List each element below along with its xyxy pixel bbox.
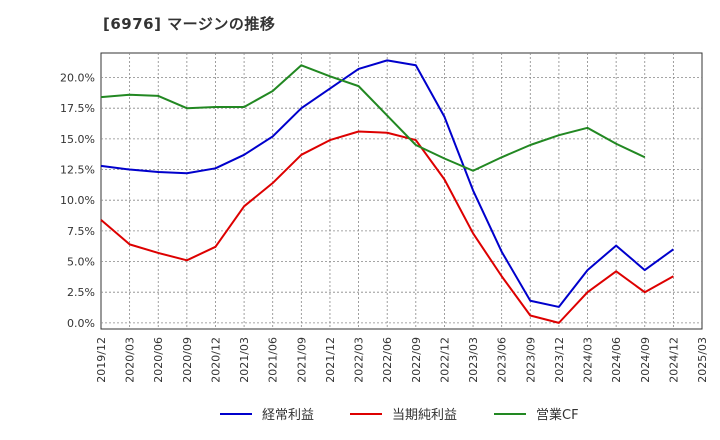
y-tick-label: 17.5%: [60, 102, 95, 115]
x-tick-label: 2023/12: [553, 337, 566, 383]
y-tick-label: 7.5%: [67, 225, 95, 238]
x-tick-label: 2020/03: [124, 337, 137, 383]
x-tick-label: 2023/06: [496, 337, 509, 383]
x-tick-label: 2022/09: [410, 337, 423, 383]
y-tick-label: 12.5%: [60, 164, 95, 177]
legend-label: 当期純利益: [392, 408, 457, 423]
x-tick-label: 2020/12: [209, 337, 222, 383]
grid-lines: [101, 53, 702, 329]
x-tick-label: 2023/09: [524, 337, 537, 383]
x-axis-ticks: 2019/12 2020/03 2020/06 2020/09 2020/12 2021/…: [95, 337, 709, 383]
series-line-1: [100, 59, 674, 308]
x-tick-label: 2021/03: [238, 337, 251, 383]
y-tick-label: 5.0%: [67, 256, 95, 269]
x-tick-label: 2019/12: [95, 337, 108, 383]
x-tick-label: 2021/12: [324, 337, 337, 383]
series-line-2: [100, 130, 674, 324]
y-tick-label: 15.0%: [60, 133, 95, 146]
x-tick-label: 2024/06: [610, 337, 623, 383]
x-tick-label: 2020/09: [181, 337, 194, 383]
y-tick-label: 2.5%: [67, 286, 95, 299]
x-tick-label: 2021/06: [267, 337, 280, 383]
x-tick-label: 2022/12: [438, 337, 451, 383]
x-tick-label: 2024/03: [582, 337, 595, 383]
y-tick-label: 20.0%: [60, 72, 95, 85]
plot-area: [100, 52, 703, 330]
x-tick-label: 2025/03: [696, 337, 709, 383]
legend-label: 経常利益: [262, 408, 314, 423]
series-lines: [100, 59, 674, 324]
y-axis-ticks: 0.0% 2.5% 5.0% 7.5% 10.0% 12.5% 15.0% 17.5% 20.0…: [60, 72, 95, 330]
y-tick-label: 10.0%: [60, 194, 95, 207]
chart-title: [6976] マージンの推移: [103, 15, 276, 33]
series-line-3: [100, 64, 646, 172]
legend-label: 営業CF: [536, 407, 579, 423]
x-tick-label: 2020/06: [152, 337, 165, 383]
x-tick-label: 2022/03: [353, 337, 366, 383]
legend: 経常利益 当期純利益 営業CF: [220, 407, 579, 423]
x-tick-label: 2024/12: [667, 337, 680, 383]
x-tick-label: 2024/09: [639, 337, 652, 383]
x-tick-label: 2023/03: [467, 337, 480, 383]
y-tick-label: 0.0%: [67, 317, 95, 330]
x-tick-label: 2021/09: [295, 337, 308, 383]
x-tick-label: 2022/06: [381, 337, 394, 383]
